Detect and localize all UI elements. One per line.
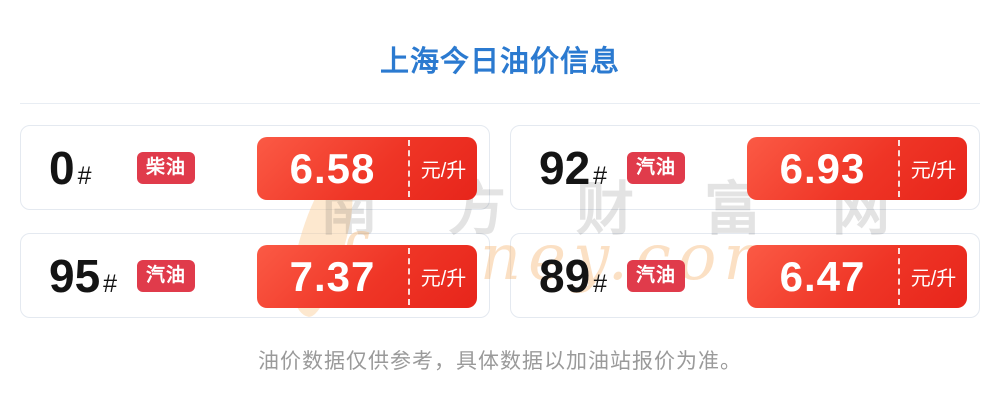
fuel-grade-hash: #	[77, 161, 92, 190]
fuel-grade-hash: #	[593, 161, 608, 190]
dashed-separator	[898, 248, 900, 305]
price-unit: 元/升	[420, 268, 467, 290]
fuel-grade-hash: #	[593, 269, 608, 298]
price-card-89-gasoline: 89 # 汽油 6.47 元/升	[510, 233, 980, 318]
fuel-type-badge: 汽油	[627, 259, 686, 292]
price-card-92-gasoline: 92 # 汽油 6.93 元/升	[510, 125, 980, 210]
dashed-separator	[898, 140, 900, 197]
price-unit: 元/升	[420, 160, 467, 182]
dashed-separator	[408, 248, 410, 305]
fuel-grade-number: 95	[49, 249, 101, 302]
fuel-grade: 92 #	[539, 145, 627, 191]
price-unit: 元/升	[910, 268, 957, 290]
price-card-95-gasoline: 95 # 汽油 7.37 元/升	[20, 233, 490, 318]
fuel-grade-hash: #	[103, 269, 118, 298]
fuel-grade: 89 #	[539, 253, 627, 299]
price-card-grid: 0 # 柴油 6.58 元/升 92 # 汽油 6.93 元/升 95 # 汽油…	[20, 125, 980, 318]
price-unit: 元/升	[910, 160, 957, 182]
fuel-type-badge: 汽油	[137, 259, 196, 292]
page-title: 上海今日油价信息	[379, 45, 620, 78]
price-value: 6.58	[289, 145, 376, 192]
price-card-0-diesel: 0 # 柴油 6.58 元/升	[20, 125, 490, 210]
price-value: 6.93	[779, 145, 866, 192]
fuel-type-badge: 柴油	[137, 151, 196, 184]
fuel-grade-number: 92	[539, 141, 591, 194]
fuel-grade: 0 #	[49, 145, 137, 191]
price-value: 6.47	[779, 253, 866, 300]
fuel-type-badge: 汽油	[627, 151, 686, 184]
price-box: 6.47 元/升	[747, 245, 967, 308]
dashed-separator	[408, 140, 410, 197]
page-header: 上海今日油价信息	[20, 0, 980, 104]
price-box: 7.37 元/升	[257, 245, 477, 308]
fuel-grade-number: 0	[49, 141, 75, 194]
fuel-grade-number: 89	[539, 249, 591, 302]
fuel-grade: 95 #	[49, 253, 137, 299]
disclaimer-text: 油价数据仅供参考，具体数据以加油站报价为准。	[258, 350, 742, 373]
price-box: 6.58 元/升	[257, 137, 477, 200]
price-value: 7.37	[289, 253, 376, 300]
price-box: 6.93 元/升	[747, 137, 967, 200]
